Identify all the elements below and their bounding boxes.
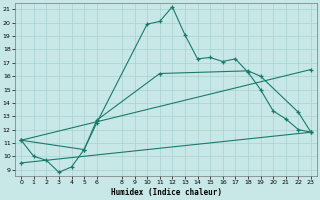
X-axis label: Humidex (Indice chaleur): Humidex (Indice chaleur) — [110, 188, 221, 197]
